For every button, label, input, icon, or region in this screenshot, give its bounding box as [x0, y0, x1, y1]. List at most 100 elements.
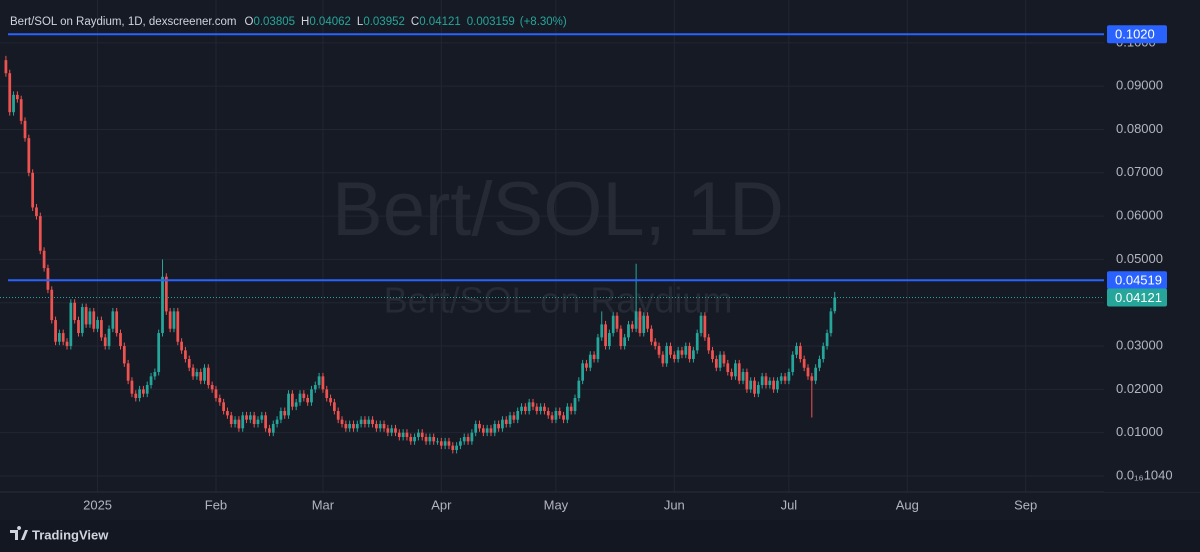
change: 0.003159	[467, 16, 515, 28]
candle-body	[550, 415, 554, 420]
candle-body	[8, 73, 12, 113]
candle-body	[527, 402, 531, 412]
candle-body	[501, 419, 504, 429]
candle-body	[138, 389, 141, 399]
candle-body	[69, 302, 73, 347]
candle-body	[245, 415, 248, 420]
candle-body	[386, 428, 390, 433]
candle-body	[791, 354, 795, 373]
ohlc-value: 0.03805	[253, 16, 295, 28]
y-tick-label: 0.05000	[1116, 251, 1163, 266]
candle-body	[417, 432, 420, 437]
x-tick-label: Mar	[312, 497, 335, 512]
candle-body	[787, 372, 791, 381]
candle-body	[363, 419, 367, 425]
candle-body	[19, 99, 23, 121]
candle-body	[455, 445, 458, 450]
candle-body	[443, 441, 447, 446]
candle-body	[317, 376, 321, 386]
candle-body	[42, 250, 46, 269]
y-tick-label: 0.06000	[1116, 208, 1163, 223]
tradingview-logo	[10, 526, 28, 540]
candle-body	[100, 320, 103, 338]
candle-body	[753, 380, 756, 394]
candle-body	[776, 380, 779, 390]
candle-body	[650, 328, 653, 342]
candle-body	[512, 415, 516, 420]
candle-body	[149, 376, 153, 386]
candle-body	[375, 424, 378, 429]
candle-body	[653, 341, 657, 347]
candle-body	[451, 445, 455, 450]
ohlc-key: C	[411, 16, 419, 28]
candle-body	[420, 432, 424, 437]
y-tick-label: 0.0₁₆1040	[1116, 467, 1173, 482]
ohlc-value: 0.03952	[363, 16, 405, 28]
candle-body	[481, 428, 485, 433]
candle-body	[4, 60, 8, 74]
candle-body	[741, 372, 745, 381]
candle-body	[264, 415, 268, 429]
candle-body	[531, 402, 535, 407]
candle-body	[592, 354, 596, 360]
candle-body	[73, 302, 77, 321]
x-tick-label: 2025	[83, 497, 112, 512]
candle-body	[462, 436, 466, 442]
watermark-title: Bert/SOL, 1D	[332, 167, 784, 252]
candle-body	[275, 419, 279, 425]
candle-body	[818, 359, 821, 368]
candle-body	[405, 432, 409, 437]
candle-body	[611, 315, 615, 334]
candle-body	[669, 346, 672, 355]
candle-body	[153, 372, 157, 377]
candle-body	[31, 172, 35, 208]
candle-body	[184, 350, 187, 360]
candle-body	[27, 138, 31, 173]
candle-body	[428, 436, 432, 442]
candle-body	[157, 333, 161, 373]
candle-body	[814, 367, 818, 381]
candle-body	[764, 376, 768, 386]
candle-body	[596, 337, 600, 360]
candle-body	[348, 424, 352, 429]
price-label-box	[1107, 25, 1167, 44]
candle-body	[783, 376, 787, 381]
candle-body	[756, 385, 760, 394]
candle-body	[134, 393, 138, 399]
candle-body	[543, 406, 546, 412]
candle-body	[23, 120, 27, 139]
candle-body	[535, 406, 539, 412]
candle-body	[695, 333, 699, 351]
candle-body	[665, 346, 669, 364]
candle-body	[145, 385, 149, 394]
candle-body	[627, 324, 630, 338]
candle-body	[344, 424, 348, 429]
candle-body	[313, 385, 317, 390]
candle-body	[661, 354, 665, 364]
price-axis	[1104, 0, 1200, 492]
candle-body	[779, 376, 783, 381]
candle-body	[122, 346, 126, 364]
candle-body	[497, 424, 500, 429]
candle-body	[554, 411, 558, 420]
candle-body	[96, 320, 99, 329]
candle-body	[619, 328, 623, 347]
candle-body	[798, 346, 802, 360]
candle-body	[302, 393, 306, 399]
x-tick-label: Jun	[664, 497, 685, 512]
x-tick-label: Aug	[896, 497, 919, 512]
candle-body	[470, 432, 474, 442]
candle-body	[88, 311, 92, 325]
candle-body	[539, 406, 543, 412]
candle-body	[600, 324, 604, 338]
candle-body	[806, 367, 810, 377]
candle-body	[210, 385, 214, 390]
candle-body	[115, 311, 119, 334]
candle-body	[474, 424, 478, 433]
candle-body	[485, 428, 489, 433]
candle-body	[489, 428, 493, 433]
candle-body	[111, 311, 115, 329]
candle-body	[692, 350, 695, 360]
candle-body	[359, 419, 363, 425]
candle-body	[730, 372, 733, 377]
